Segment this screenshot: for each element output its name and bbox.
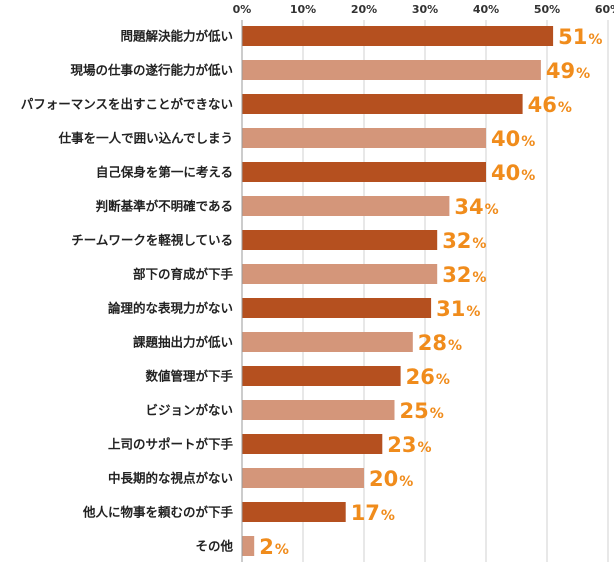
value-label: 49% (546, 59, 590, 83)
value-label: 51% (558, 25, 602, 49)
x-tick-label: 40% (473, 3, 499, 16)
value-label: 26% (406, 365, 450, 389)
bar (242, 400, 395, 420)
bar (242, 128, 486, 148)
bar (242, 332, 413, 352)
bar (242, 264, 438, 284)
category-label: 課題抽出力が低い (133, 335, 233, 350)
value-label: 34% (454, 195, 498, 219)
bar (242, 468, 364, 488)
category-label: ビジョンがない (145, 403, 233, 418)
bar (242, 162, 486, 182)
category-label: 部下の育成が下手 (133, 267, 234, 282)
value-label: 31% (436, 297, 480, 321)
x-tick-label: 0% (233, 3, 252, 16)
bar (242, 536, 255, 556)
category-label: 他人に物事を頼むのが下手 (82, 505, 234, 520)
category-label: 数値管理が下手 (144, 369, 233, 384)
category-label: 上司のサポートが下手 (108, 437, 234, 452)
category-label: その他 (195, 539, 233, 554)
bar (242, 60, 541, 80)
x-tick-label: 30% (412, 3, 438, 16)
category-label: 論理的な表現力がない (108, 301, 233, 316)
bar (242, 196, 450, 216)
value-label: 40% (491, 127, 535, 151)
bar (242, 434, 383, 454)
value-label: 20% (369, 467, 413, 491)
category-label: 中長期的な視点がない (108, 471, 233, 486)
x-tick-label: 20% (351, 3, 377, 16)
value-label: 28% (418, 331, 462, 355)
value-label: 40% (491, 161, 535, 185)
value-label: 2% (259, 535, 289, 559)
value-label: 32% (442, 263, 486, 287)
bar (242, 298, 432, 318)
category-label: 仕事を一人で囲い込んでしまう (58, 131, 233, 146)
bar (242, 366, 401, 386)
category-label: チームワークを軽視している (71, 233, 233, 248)
category-label: 自己保身を第一に考える (96, 165, 233, 180)
value-label: 17% (351, 501, 395, 525)
value-label: 25% (400, 399, 444, 423)
category-label: パフォーマンスを出すことができない (21, 97, 233, 112)
value-label: 23% (387, 433, 431, 457)
bar (242, 94, 523, 114)
category-label: 問題解決能力が低い (120, 29, 233, 44)
x-tick-label: 10% (290, 3, 316, 16)
bar (242, 26, 554, 46)
value-label: 32% (442, 229, 486, 253)
category-label: 現場の仕事の遂行能力が低い (70, 63, 233, 78)
label-layer: 問題解決能力が低い 51% 現場の仕事の遂行能力が低い 49% パフォーマンスを出すこと… (21, 25, 603, 559)
category-label: 判断基準が不明確である (96, 199, 233, 214)
bar (242, 230, 438, 250)
bar (242, 502, 346, 522)
x-tick-label: 60% (595, 3, 614, 16)
tick-layer: 0% 10% 20% 30% 40% 50% 60% (233, 3, 614, 16)
bar-layer (242, 26, 554, 556)
value-label: 46% (528, 93, 572, 117)
x-tick-label: 50% (534, 3, 560, 16)
